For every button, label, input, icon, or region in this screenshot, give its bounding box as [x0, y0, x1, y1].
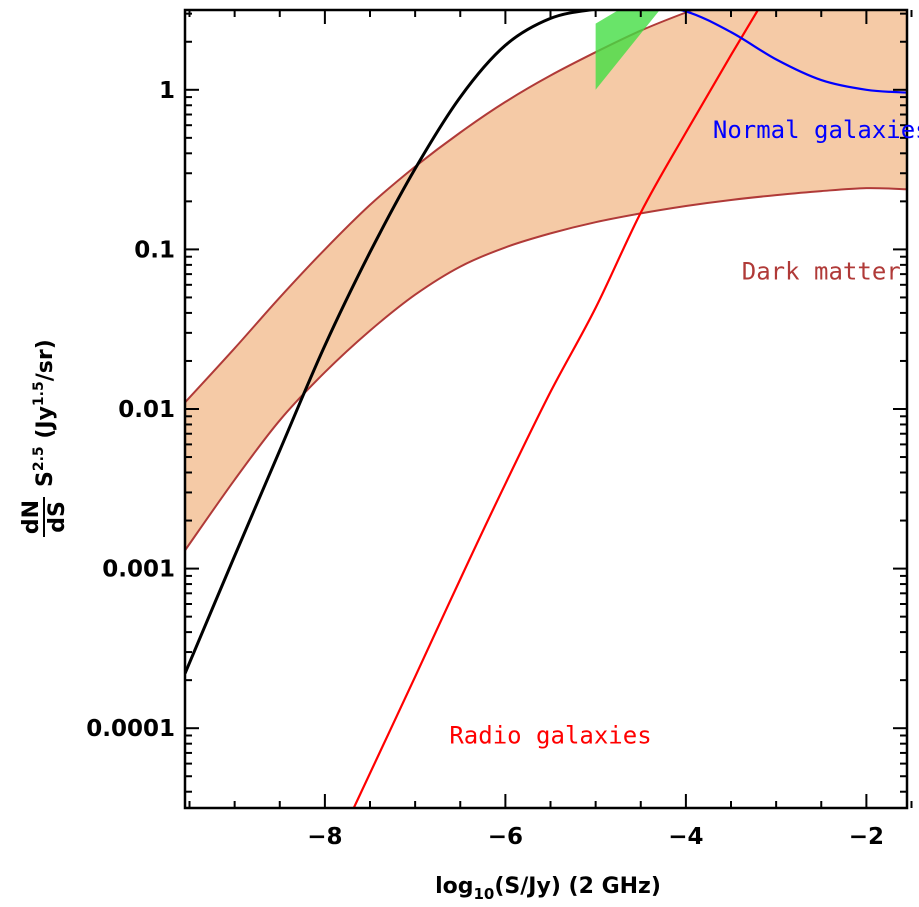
y-tick-label: 1: [159, 78, 175, 104]
y-label-denominator: dS: [45, 501, 70, 533]
y-tick-label: 0.1: [134, 237, 175, 263]
y-label-numerator: dN: [19, 500, 44, 534]
all-galaxies-line: [185, 10, 601, 675]
dark-matter-upper-line: [185, 10, 696, 404]
radio-galaxies-label: Radio galaxies: [449, 722, 651, 750]
x-tick-label: −8: [307, 824, 342, 850]
normal-galaxies-label: Normal galaxies: [713, 116, 919, 144]
radio-galaxies-line: [352, 10, 760, 808]
uncertainty-wedge: [595, 10, 660, 90]
normal-galaxies-line: [595, 10, 907, 94]
x-tick-label: −6: [488, 824, 523, 850]
dark-matter-lower-line: [185, 187, 907, 551]
y-tick-label: 0.01: [118, 397, 175, 423]
dark-matter-band: [185, 10, 907, 551]
data-point: [689, 0, 701, 4]
plot-layers: [185, 0, 907, 808]
y-axis-label: dN dS S2.5 (Jy1.5/sr): [19, 339, 70, 537]
dark-matter-label: Dark matter: [742, 257, 901, 285]
x-tick-label: −2: [849, 824, 884, 850]
y-tick-label: 0.0001: [86, 716, 175, 742]
x-axis-label: log10(S/Jy) (2 GHz): [435, 874, 661, 903]
y-label-rest: S2.5 (Jy1.5/sr): [31, 339, 58, 487]
x-tick-label: −4: [668, 824, 703, 850]
y-tick-label: 0.001: [102, 557, 175, 583]
